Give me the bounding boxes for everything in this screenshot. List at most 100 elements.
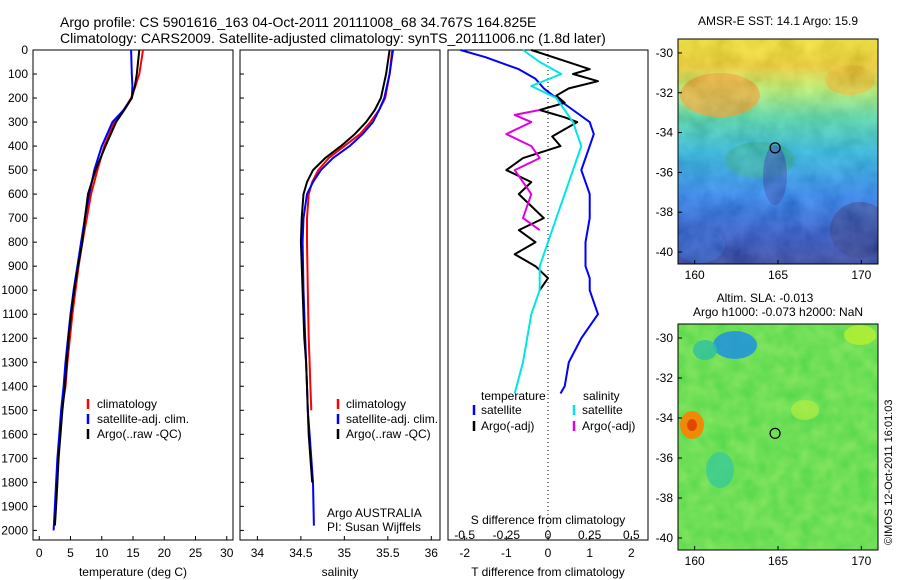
y-tick-label: 1100 — [2, 307, 28, 321]
x-tick-label: 34.5 — [289, 546, 313, 560]
x-tick-label: 0 — [545, 546, 552, 560]
y-tick-label: 800 — [8, 235, 28, 249]
series-line-temp_argo — [505, 49, 599, 291]
legend-label-sal-satellite: satellite — [582, 403, 623, 417]
y-tick-label: 1300 — [1, 355, 28, 369]
map-x-tick-label: 165 — [768, 554, 788, 568]
legend-label-temp-satellite: satellite — [481, 403, 522, 417]
y-tick-label: 300 — [8, 115, 28, 129]
map-x-tick-label: 170 — [851, 268, 871, 282]
map-y-tick-label: -40 — [656, 245, 674, 259]
y-tick-label: 500 — [8, 163, 28, 177]
y-tick-label: 1500 — [1, 403, 28, 417]
sla-map-title-line1: Altim. SLA: -0.013 — [717, 291, 814, 305]
y-tick-label: 100 — [8, 67, 28, 81]
y-tick-label: 1700 — [1, 451, 28, 465]
x-tick-label: -2 — [459, 546, 470, 560]
figure-title-line2: Climatology: CARS2009. Satellite-adjuste… — [60, 30, 606, 46]
map-y-tick-label: -40 — [656, 531, 674, 545]
x-tick-label: 20 — [158, 546, 172, 560]
y-tick-label: 1400 — [1, 379, 28, 393]
sst-map-title: AMSR-E SST: 14.1 Argo: 15.9 — [698, 14, 858, 28]
legend-label-temp-argo: Argo(-adj) — [481, 419, 534, 433]
x-tick-label-salinity: -0.5 — [454, 528, 475, 542]
t-difference-label: T difference from climatology — [471, 565, 625, 579]
sla-low-patch — [693, 340, 717, 360]
y-tick-label: 1900 — [1, 499, 28, 513]
sla-map-panel: Altim. SLA: -0.013 Argo h1000: -0.073 h2… — [656, 291, 879, 568]
x-tick-label: 1 — [586, 546, 593, 560]
map-y-tick-label: -38 — [656, 205, 674, 219]
y-tick-label: 1000 — [1, 283, 28, 297]
map-y-tick-label: -38 — [656, 491, 674, 505]
salinity-panel: 34 34.5 35 35.5 36 salinity climatology sate… — [239, 49, 441, 579]
series-line-argo — [53, 49, 141, 526]
y-tick-label: 700 — [8, 211, 28, 225]
legend-label-climatology: climatology — [97, 397, 157, 411]
x-tick-label: 0 — [36, 546, 43, 560]
sla-low-patch — [706, 452, 734, 488]
x-tick-label-salinity: 0.25 — [578, 528, 602, 542]
sla-high-core — [687, 419, 697, 431]
map-y-tick-label: -36 — [656, 451, 674, 465]
x-tick-label-salinity: -0.25 — [493, 528, 521, 542]
x-tick-label-salinity: 0.5 — [623, 528, 640, 542]
sst-map-panel: AMSR-E SST: 14.1 Argo: 15.9 160 165 170 -30… — [656, 14, 879, 282]
x-tick-label: 35.5 — [376, 546, 400, 560]
x-tick-label: 36 — [425, 546, 439, 560]
x-tick-label: 25 — [189, 546, 203, 560]
y-tick-label: 0 — [21, 43, 28, 57]
x-tick-label: 35 — [338, 546, 352, 560]
temperature-axes-frame — [32, 49, 234, 541]
series-line-temp_satellite — [460, 49, 599, 395]
salinity-xlabel: salinity — [322, 565, 359, 579]
argo-program-label: Argo AUSTRALIA — [327, 506, 422, 520]
y-tick-label: 1800 — [1, 475, 28, 489]
series-line-argo — [299, 49, 391, 483]
legend-salinity-title: salinity — [583, 389, 620, 403]
map-x-tick-label: 170 — [851, 554, 871, 568]
legend-label-climatology: climatology — [346, 397, 406, 411]
x-tick-label: 15 — [126, 546, 140, 560]
x-tick-label: 30 — [220, 546, 234, 560]
s-difference-label: S difference from climatology — [471, 513, 626, 527]
argo-location-marker — [769, 427, 781, 439]
sla-high-patch — [844, 325, 876, 345]
y-tick-label: 2000 — [1, 523, 28, 537]
temperature-xlabel: temperature (deg C) — [79, 565, 187, 579]
series-line-sal_satellite — [513, 49, 583, 394]
difference-panel: -2 -1 0 1 2 -0.5 -0.25 0 0.25 0.5 S difference f… — [447, 49, 649, 579]
y-tick-label: 400 — [8, 139, 28, 153]
legend-label-satellite: satellite-adj. clim. — [97, 412, 189, 426]
y-tick-label: 200 — [8, 91, 28, 105]
map-y-tick-label: -30 — [656, 46, 674, 60]
salinity-legend: climatology satellite-adj. clim. Argo(..… — [336, 397, 438, 441]
map-y-tick-label: -34 — [656, 126, 674, 140]
x-tick-label-salinity: 0 — [545, 528, 552, 542]
sla-map-title-line2: Argo h1000: -0.073 h2000: NaN — [693, 305, 863, 319]
map-x-tick-label: 165 — [768, 268, 788, 282]
y-tick-label: 900 — [8, 259, 28, 273]
series-line-satellite — [301, 49, 394, 526]
series-line-climatology — [60, 49, 144, 411]
map-y-tick-label: -30 — [656, 331, 674, 345]
temperature-legend: climatology satellite-adj. clim. Argo(..… — [86, 397, 189, 441]
map-y-tick-label: -32 — [656, 86, 674, 100]
y-tick-label: 1200 — [1, 331, 28, 345]
series-line-satellite — [52, 49, 134, 531]
map-x-tick-label: 160 — [685, 554, 705, 568]
x-tick-label: 5 — [67, 546, 74, 560]
difference-legend: temperature satellite Argo(-adj) salinit… — [472, 389, 635, 433]
pi-label: PI: Susan Wijffels — [327, 520, 421, 534]
legend-label-argo: Argo(..raw -QC) — [97, 427, 182, 441]
legend-temperature-title: temperature — [481, 389, 546, 403]
imos-credit: ©IMOS 12-Oct-2011 16:01:03 — [883, 400, 895, 545]
map-y-tick-label: -36 — [656, 165, 674, 179]
figure-title-line1: Argo profile: CS 5901616_163 04-Oct-2011… — [60, 14, 536, 30]
sla-low-patch — [713, 331, 757, 359]
y-tick-label: 600 — [8, 187, 28, 201]
x-tick-label: -1 — [501, 546, 512, 560]
x-tick-label: 34 — [251, 546, 265, 560]
salinity-axes-frame — [239, 49, 441, 541]
